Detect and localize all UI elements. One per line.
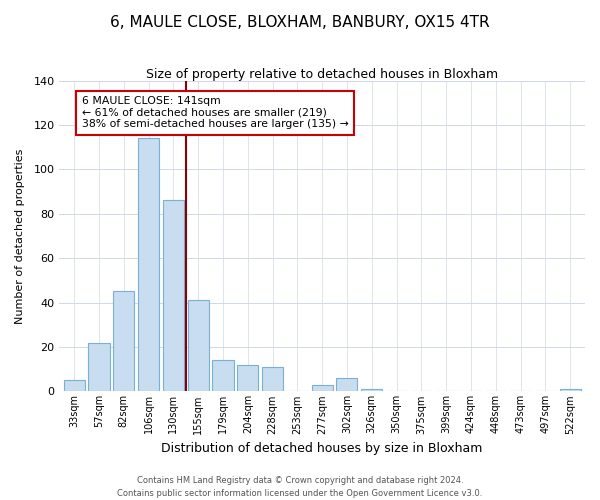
Bar — [361, 389, 382, 392]
X-axis label: Distribution of detached houses by size in Bloxham: Distribution of detached houses by size … — [161, 442, 483, 455]
Bar — [64, 380, 85, 392]
Text: Contains HM Land Registry data © Crown copyright and database right 2024.
Contai: Contains HM Land Registry data © Crown c… — [118, 476, 482, 498]
Y-axis label: Number of detached properties: Number of detached properties — [15, 148, 25, 324]
Bar — [262, 367, 283, 392]
Text: 6 MAULE CLOSE: 141sqm
← 61% of detached houses are smaller (219)
38% of semi-det: 6 MAULE CLOSE: 141sqm ← 61% of detached … — [82, 96, 349, 129]
Bar — [237, 364, 259, 392]
Bar — [188, 300, 209, 392]
Bar — [88, 342, 110, 392]
Bar — [212, 360, 233, 392]
Bar — [138, 138, 159, 392]
Bar — [311, 384, 332, 392]
Text: 6, MAULE CLOSE, BLOXHAM, BANBURY, OX15 4TR: 6, MAULE CLOSE, BLOXHAM, BANBURY, OX15 4… — [110, 15, 490, 30]
Bar — [337, 378, 358, 392]
Bar — [113, 292, 134, 392]
Bar — [163, 200, 184, 392]
Bar — [560, 389, 581, 392]
Title: Size of property relative to detached houses in Bloxham: Size of property relative to detached ho… — [146, 68, 498, 80]
